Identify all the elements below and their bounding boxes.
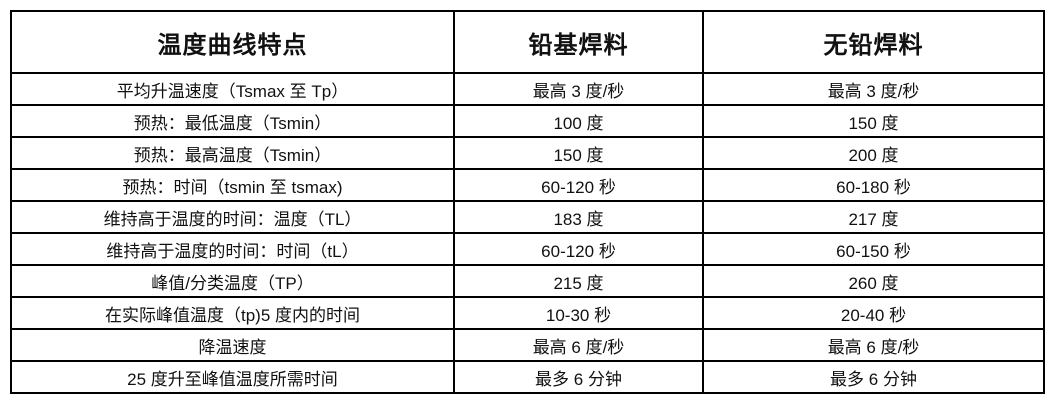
- feature-cell: 维持高于温度的时间：温度（TL）: [10, 200, 455, 234]
- lead-solder-cell: 215 度: [453, 264, 704, 298]
- feature-cell: 降温速度: [10, 328, 455, 362]
- lead-solder-cell: 60-120 秒: [453, 168, 704, 202]
- table-row: 25 度升至峰值温度所需时间 最多 6 分钟 最多 6 分钟: [10, 360, 1045, 394]
- feature-cell: 25 度升至峰值温度所需时间: [10, 360, 455, 394]
- lead-free-solder-cell: 60-150 秒: [702, 232, 1045, 266]
- table-row: 峰值/分类温度（TP） 215 度 260 度: [10, 264, 1045, 298]
- lead-solder-cell: 最高 3 度/秒: [453, 72, 704, 106]
- lead-free-solder-cell: 最高 6 度/秒: [702, 328, 1045, 362]
- lead-solder-cell: 最高 6 度/秒: [453, 328, 704, 362]
- feature-cell: 预热：最高温度（Tsmin）: [10, 136, 455, 170]
- lead-free-solder-cell: 20-40 秒: [702, 296, 1045, 330]
- lead-solder-cell: 183 度: [453, 200, 704, 234]
- lead-free-solder-cell: 最多 6 分钟: [702, 360, 1045, 394]
- lead-free-solder-cell: 200 度: [702, 136, 1045, 170]
- column-header-feature: 温度曲线特点: [10, 10, 455, 74]
- table-row: 维持高于温度的时间：温度（TL） 183 度 217 度: [10, 200, 1045, 234]
- table-row: 预热：时间（tsmin 至 tsmax) 60-120 秒 60-180 秒: [10, 168, 1045, 202]
- lead-free-solder-cell: 60-180 秒: [702, 168, 1045, 202]
- header-row: 温度曲线特点 铅基焊料 无铅焊料: [10, 10, 1045, 74]
- table-row: 平均升温速度（Tsmax 至 Tp） 最高 3 度/秒 最高 3 度/秒: [10, 72, 1045, 106]
- feature-cell: 在实际峰值温度（tp)5 度内的时间: [10, 296, 455, 330]
- table-row: 降温速度 最高 6 度/秒 最高 6 度/秒: [10, 328, 1045, 362]
- lead-free-solder-cell: 150 度: [702, 104, 1045, 138]
- feature-cell: 预热：时间（tsmin 至 tsmax): [10, 168, 455, 202]
- lead-solder-cell: 最多 6 分钟: [453, 360, 704, 394]
- lead-solder-cell: 100 度: [453, 104, 704, 138]
- column-header-lead-free-solder: 无铅焊料: [702, 10, 1045, 74]
- lead-free-solder-cell: 217 度: [702, 200, 1045, 234]
- feature-cell: 平均升温速度（Tsmax 至 Tp）: [10, 72, 455, 106]
- table-row: 维持高于温度的时间：时间（tL） 60-120 秒 60-150 秒: [10, 232, 1045, 266]
- table-row: 预热：最高温度（Tsmin） 150 度 200 度: [10, 136, 1045, 170]
- feature-cell: 预热：最低温度（Tsmin）: [10, 104, 455, 138]
- feature-cell: 峰值/分类温度（TP）: [10, 264, 455, 298]
- lead-free-solder-cell: 260 度: [702, 264, 1045, 298]
- table-row: 预热：最低温度（Tsmin） 100 度 150 度: [10, 104, 1045, 138]
- column-header-lead-solder: 铅基焊料: [453, 10, 704, 74]
- lead-solder-cell: 60-120 秒: [453, 232, 704, 266]
- lead-solder-cell: 150 度: [453, 136, 704, 170]
- lead-solder-cell: 10-30 秒: [453, 296, 704, 330]
- table-row: 在实际峰值温度（tp)5 度内的时间 10-30 秒 20-40 秒: [10, 296, 1045, 330]
- feature-cell: 维持高于温度的时间：时间（tL）: [10, 232, 455, 266]
- reflow-profile-table: 温度曲线特点 铅基焊料 无铅焊料 平均升温速度（Tsmax 至 Tp） 最高 3…: [10, 10, 1045, 394]
- lead-free-solder-cell: 最高 3 度/秒: [702, 72, 1045, 106]
